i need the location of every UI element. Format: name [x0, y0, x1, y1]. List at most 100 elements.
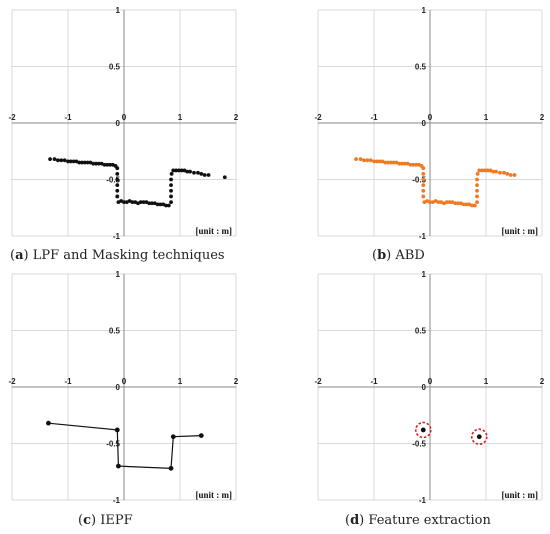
- scatter-point: [436, 200, 441, 205]
- y-tick-label: 0: [116, 119, 121, 128]
- scatter-point: [115, 166, 120, 171]
- scatter-point: [174, 168, 178, 173]
- x-tick-label: 1: [178, 377, 183, 386]
- scatter-point: [475, 177, 479, 182]
- scatter-point: [421, 171, 426, 176]
- scatter-point: [108, 162, 112, 167]
- caption-a: (a) LPF and Masking techniques: [10, 248, 225, 263]
- scatter-point: [482, 168, 487, 173]
- scatter-point: [475, 171, 480, 176]
- scatter-point: [421, 188, 426, 193]
- chart-panel-d: -2 -1 0 1 2 1 0.5 0 -0.5 -1 [unit : m]: [314, 270, 544, 505]
- scatter-point: [71, 159, 76, 164]
- x-tick-label: -2: [8, 113, 16, 122]
- unit-label: [unit : m]: [502, 226, 539, 236]
- scatter-point: [115, 188, 120, 193]
- x-tick-label: 2: [540, 377, 545, 386]
- line-vertex-point: [46, 420, 51, 426]
- y-tick-label: 0.5: [109, 63, 121, 72]
- scatter-point: [505, 171, 510, 176]
- y-tick-label: -1: [113, 496, 121, 505]
- scatter-point: [508, 173, 513, 177]
- scatter-point: [480, 168, 484, 173]
- scatter-point: [491, 169, 496, 174]
- scatter-point: [169, 171, 174, 176]
- scatter-point: [408, 162, 413, 167]
- x-tick-label: -2: [8, 377, 16, 386]
- scatter-point: [138, 200, 143, 205]
- series-line: [48, 422, 202, 470]
- scatter-point: [447, 200, 452, 205]
- scatter-point: [421, 194, 426, 199]
- scatter-point: [402, 161, 407, 166]
- scatter-point: [150, 201, 154, 206]
- y-tick-label: -0.5: [412, 176, 426, 185]
- caption-c: (c) IEPF: [78, 513, 133, 528]
- scatter-point: [82, 160, 87, 165]
- scatter-point: [141, 200, 146, 205]
- scatter-point: [147, 201, 152, 206]
- scatter-point: [59, 158, 64, 163]
- y-tick-label: 0.5: [109, 327, 121, 336]
- x-tick-label: -2: [314, 377, 322, 386]
- scatter-point: [206, 173, 211, 177]
- scatter-point: [400, 161, 404, 166]
- x-tick-label: -1: [370, 113, 378, 122]
- scatter-point: [188, 169, 192, 174]
- scatter-point: [411, 162, 416, 167]
- y-tick-label: 1: [422, 270, 427, 279]
- scatter-point: [169, 183, 173, 188]
- scatter-point: [77, 160, 82, 165]
- scatter-point: [377, 159, 382, 164]
- scatter-point: [453, 201, 458, 206]
- scatter-point: [470, 203, 474, 208]
- scatter-point: [374, 159, 379, 164]
- x-tick-label: -1: [64, 113, 72, 122]
- caption-b: (b) ABD: [372, 248, 425, 263]
- scatter-point: [397, 161, 402, 166]
- scatter-point: [85, 160, 90, 165]
- scatter-point: [512, 173, 517, 177]
- scatter-point: [365, 158, 370, 163]
- scatter-point: [502, 170, 506, 175]
- scatter-point: [475, 188, 479, 193]
- x-tick-label: 1: [484, 377, 489, 386]
- scatter-point: [498, 170, 502, 175]
- scatter-point: [96, 161, 101, 166]
- scatter-point: [358, 157, 363, 162]
- line-vertex-point: [114, 427, 120, 433]
- scatter-point: [421, 177, 426, 182]
- chart-panel-a: -2 -1 0 1 2 1 0.5 0 -0.5 -1 [unit : m]: [8, 6, 238, 241]
- y-tick-label: -1: [419, 232, 427, 241]
- line-vertex-point: [168, 465, 174, 471]
- scatter-point: [388, 160, 393, 165]
- line-vertex-point: [116, 463, 121, 469]
- scatter-point: [48, 157, 52, 162]
- scatter-point: [122, 200, 126, 205]
- x-tick-label: 1: [484, 113, 489, 122]
- scatter-point: [475, 200, 479, 205]
- y-tick-label: -0.5: [106, 440, 120, 449]
- caption-d: (d) Feature extraction: [345, 513, 491, 528]
- x-tick-label: 2: [540, 113, 545, 122]
- unit-label: [unit : m]: [196, 226, 233, 236]
- scatter-point: [485, 168, 490, 173]
- scatter-point: [68, 159, 73, 164]
- y-tick-label: 0: [116, 383, 121, 392]
- y-tick-label: 0: [422, 119, 427, 128]
- scatter-point: [66, 159, 70, 164]
- scatter-point: [52, 157, 57, 162]
- scatter-point: [115, 183, 120, 188]
- scatter-point: [196, 170, 200, 175]
- scatter-point: [199, 171, 204, 176]
- x-tick-label: 0: [122, 377, 127, 386]
- y-tick-label: 1: [116, 270, 121, 279]
- scatter-point: [354, 157, 358, 162]
- x-tick-label: 1: [178, 113, 183, 122]
- scatter-point: [494, 169, 498, 174]
- scatter-point: [461, 202, 466, 207]
- scatter-point: [155, 202, 160, 207]
- scatter-point: [56, 158, 60, 163]
- scatter-point: [368, 158, 373, 163]
